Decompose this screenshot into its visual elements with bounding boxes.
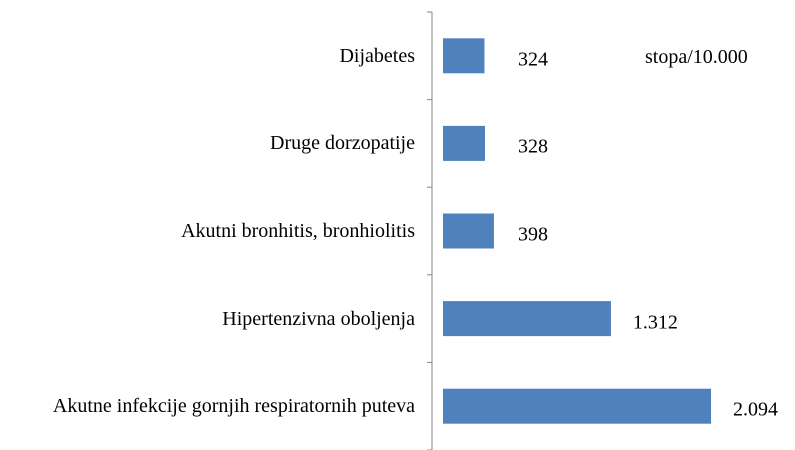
annotation: stopa/10.000 bbox=[645, 46, 748, 68]
bar bbox=[443, 301, 611, 337]
value-label: 1.312 bbox=[632, 311, 678, 334]
bar bbox=[443, 213, 494, 249]
category-label: Dijabetes bbox=[339, 44, 415, 67]
bar bbox=[443, 125, 485, 161]
value-label: 324 bbox=[518, 48, 548, 71]
bar bbox=[443, 38, 485, 74]
value-label: 328 bbox=[518, 135, 548, 158]
category-label-box: Hipertenzivna oboljenja bbox=[0, 275, 415, 363]
category-label-box: Druge dorzopatije bbox=[0, 100, 415, 188]
category-label: Akutni bronhitis, bronhiolitis bbox=[181, 219, 415, 242]
category-label-box: Akutni bronhitis, bronhiolitis bbox=[0, 187, 415, 275]
bar bbox=[443, 388, 712, 424]
category-label-box: Akutne infekcije gornjih respiratornih p… bbox=[0, 362, 415, 450]
category-label: Hipertenzivna oboljenja bbox=[222, 307, 415, 330]
category-label-box: Dijabetes bbox=[0, 12, 415, 100]
category-label: Akutne infekcije gornjih respiratornih p… bbox=[52, 395, 415, 418]
value-label: 398 bbox=[518, 223, 548, 246]
category-label: Druge dorzopatije bbox=[270, 132, 415, 155]
value-label: 2.094 bbox=[733, 398, 779, 421]
